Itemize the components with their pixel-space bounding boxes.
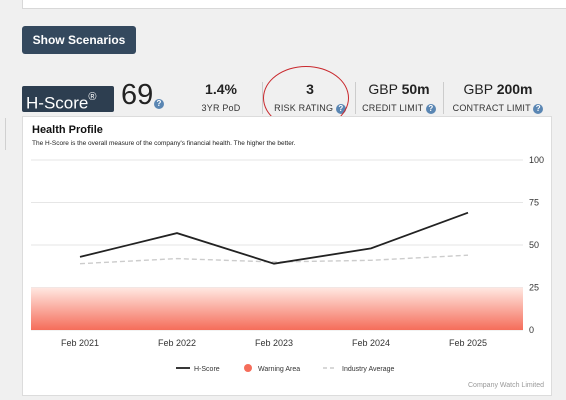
h-score-badge: H-Score®	[22, 86, 114, 113]
metric-3yr-pod: 1.4% 3YR PoD	[186, 80, 256, 114]
metric-contract-limit-value: 200m	[496, 81, 533, 97]
metric-contract-limit: GBP 200m CONTRACT LIMIT ?	[446, 80, 550, 114]
y-tick-label: 0	[529, 325, 534, 335]
metric-divider	[262, 82, 263, 114]
legend-h-score-label: H-Score	[194, 366, 220, 373]
left-panel-edge	[0, 118, 6, 150]
top-panel	[22, 0, 566, 9]
h-score-badge-label: H-Score	[26, 93, 89, 113]
metric-3yr-pod-value: 1.4%	[205, 81, 237, 97]
metric-contract-limit-prefix: GBP	[463, 81, 493, 97]
y-tick-label: 25	[529, 283, 539, 293]
legend-warning-swatch	[244, 364, 252, 372]
health-profile-chart: 0 25 50 75 100 Feb 2021 Feb 2022 Feb 2023 Feb 20…	[31, 155, 544, 389]
chart-credit: Company Watch Limited	[468, 382, 544, 389]
metric-credit-limit-label: CREDIT LIMIT	[362, 103, 424, 113]
x-tick-label: Feb 2022	[158, 338, 196, 348]
y-tick-label: 50	[529, 240, 539, 250]
credit-limit-help-icon[interactable]: ?	[425, 103, 436, 114]
h-score-help-icon[interactable]: ?	[154, 99, 164, 109]
metric-divider	[443, 82, 444, 114]
x-tick-label: Feb 2025	[449, 338, 487, 348]
show-scenarios-button[interactable]: Show Scenarios	[22, 26, 136, 54]
metric-credit-limit-value: 50m	[401, 81, 430, 97]
y-tick-label: 100	[529, 155, 544, 165]
metric-3yr-pod-label: 3YR PoD	[201, 103, 241, 113]
x-tick-label: Feb 2023	[255, 338, 293, 348]
x-tick-label: Feb 2024	[352, 338, 390, 348]
h-score-line	[79, 211, 469, 265]
industry-average-line	[79, 254, 469, 265]
metric-credit-limit-prefix: GBP	[368, 81, 398, 97]
registered-mark: ®	[88, 91, 97, 103]
health-profile-card: Health Profile The H-Score is the overal…	[22, 116, 552, 396]
h-score-value: 69	[121, 79, 154, 111]
metric-divider	[355, 82, 356, 114]
y-tick-label: 75	[529, 198, 539, 208]
metric-credit-limit: GBP 50m CREDIT LIMIT ?	[356, 80, 442, 114]
metric-contract-limit-label: CONTRACT LIMIT	[452, 103, 531, 113]
x-tick-label: Feb 2021	[61, 338, 99, 348]
legend-industry-label: Industry Average	[342, 366, 395, 373]
warning-area	[31, 287, 523, 330]
legend-warning-label: Warning Area	[258, 366, 300, 373]
contract-limit-help-icon[interactable]: ?	[533, 103, 544, 114]
card-title: Health Profile	[32, 124, 103, 136]
card-subtitle: The H-Score is the overall measure of th…	[32, 140, 296, 147]
